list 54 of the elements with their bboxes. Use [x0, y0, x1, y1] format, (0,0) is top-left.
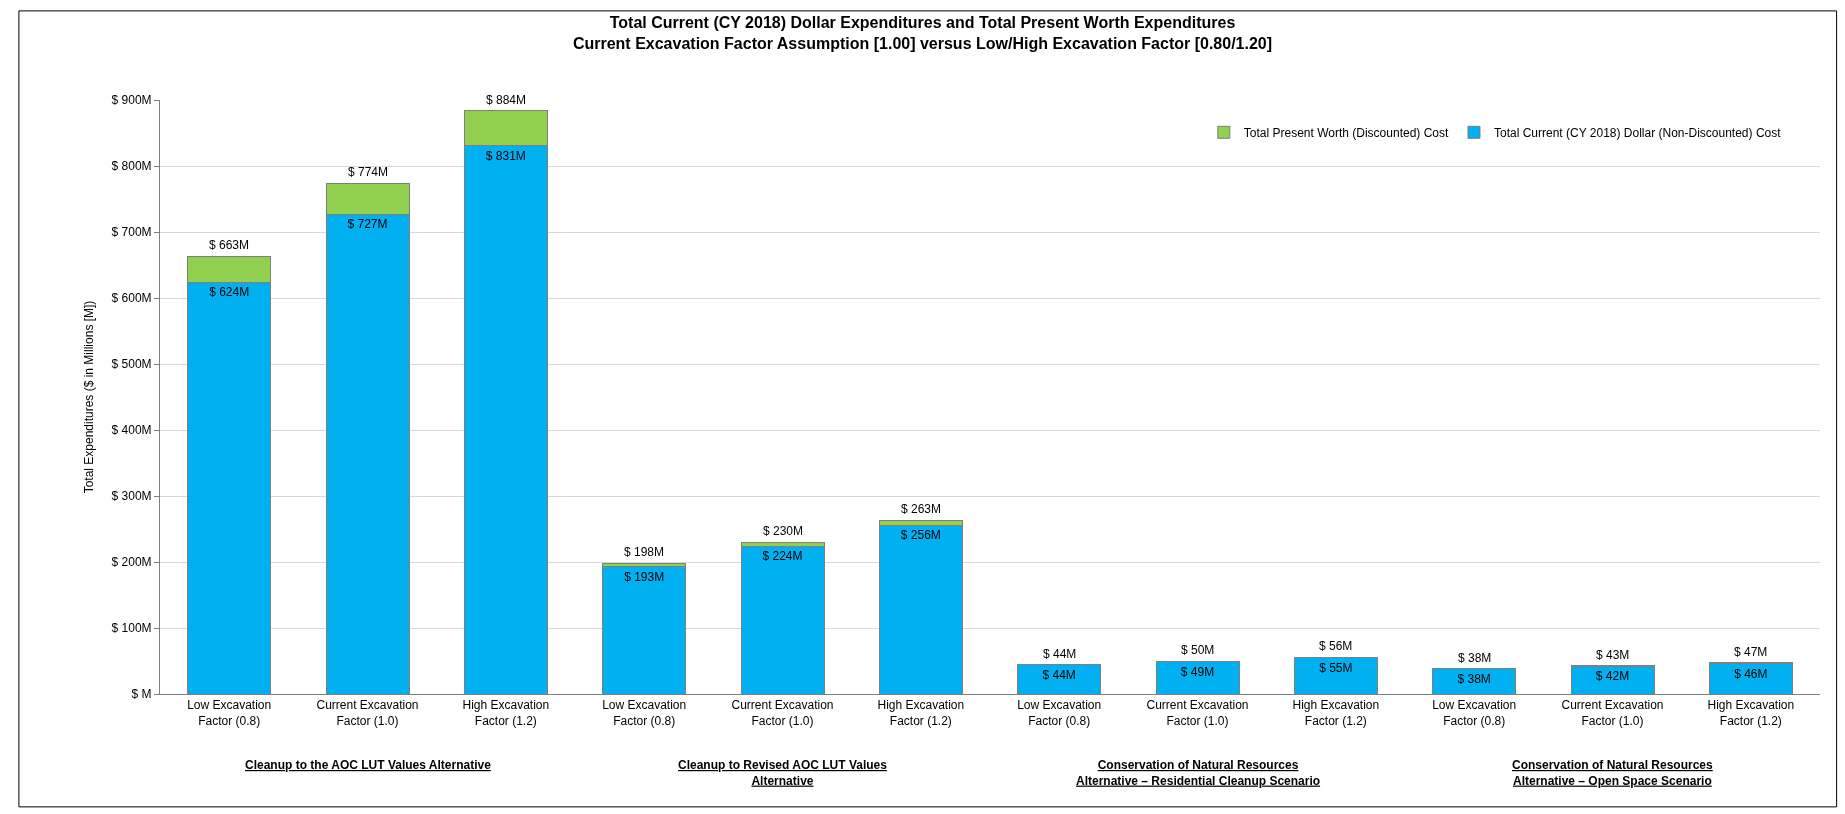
chart-title: Total Current (CY 2018) Dollar Expenditures and Total Present Worth Expenditures Current Excavation Factor Assumption [1.00] versus Low/High Excavation Factor [0.80/1.20]: [572, 14, 1273, 53]
data-label: $ 727M: [347, 217, 388, 232]
y-tick-label: $ 100M: [111, 621, 152, 636]
data-label: $ 38M: [1457, 671, 1491, 686]
data-label: $ 256M: [900, 528, 941, 543]
data-label: $ 44M: [1042, 667, 1076, 682]
y-tick-label: $ 300M: [111, 489, 152, 504]
total-label: $ 56M: [1319, 639, 1353, 653]
y-tick-label: $ 400M: [111, 423, 152, 438]
data-label: $ 224M: [762, 549, 803, 564]
text: Cleanup to Revised AOC LUT Values Alternative: [678, 758, 888, 788]
data-label: $ 42M: [1595, 669, 1630, 684]
x-tick-label: Current Excavation Factor (1.0): [1146, 698, 1249, 728]
total-label: $ 47M: [1734, 645, 1768, 659]
x-tick-label: Low Excavation Factor (0.8): [602, 698, 687, 728]
y-tick-label: $ 700M: [111, 225, 152, 240]
data-label: $ 46M: [1734, 666, 1768, 681]
data-label: $ 624M: [209, 285, 250, 300]
total-label: $ 44M: [1043, 647, 1077, 661]
y-tick-label: $ 800M: [111, 159, 152, 174]
total-label: $ 774M: [348, 165, 389, 179]
x-tick-label: High Excavation Factor (1.2): [462, 698, 550, 728]
x-tick-label: Current Excavation Factor (1.0): [1561, 698, 1664, 728]
total-label: $ 198M: [624, 545, 665, 559]
total-label: $ 663M: [209, 238, 250, 252]
x-tick-label: High Excavation Factor (1.2): [877, 698, 965, 728]
text: Cleanup to the AOC LUT Values Alternative: [245, 758, 492, 772]
legend-label: Total Present Worth (Discounted) Cost: [1243, 126, 1449, 140]
total-label: $ 38M: [1458, 651, 1492, 665]
y-tick-label: $ 600M: [111, 291, 152, 306]
total-label: $ 50M: [1181, 643, 1215, 657]
total-label: $ 884M: [486, 93, 527, 107]
text: Conservation of Natural Resources Alternative – Open Space Scenario: [1512, 758, 1714, 788]
y-axis-title: Total Expenditures ($ in Millions [M]): [81, 300, 96, 494]
total-label: $ 263M: [901, 502, 942, 516]
data-label: $ 55M: [1319, 660, 1353, 675]
y-tick-label: $ 200M: [111, 555, 152, 570]
y-tick-label: $ 900M: [111, 93, 152, 108]
y-tick-label: $ 500M: [111, 357, 152, 372]
text: Conservation of Natural Resources Alternative – Residential Cleanup Scenario: [1076, 758, 1321, 788]
x-tick-label: Current Excavation Factor (1.0): [731, 698, 834, 728]
total-label: $ 230M: [763, 524, 804, 538]
x-tick-label: High Excavation Factor (1.2): [1292, 698, 1380, 728]
data-label: $ 831M: [485, 148, 526, 163]
y-tick-label: $ M: [131, 687, 152, 702]
x-tick-label: Low Excavation Factor (0.8): [1432, 698, 1517, 728]
legend-label: Total Current (CY 2018) Dollar (Non-Discounted) Cost: [1493, 126, 1782, 140]
x-tick-label: High Excavation Factor (1.2): [1707, 698, 1795, 728]
total-label: $ 43M: [1596, 648, 1630, 662]
x-tick-label: Low Excavation Factor (0.8): [1017, 698, 1102, 728]
x-tick-label: Current Excavation Factor (1.0): [316, 698, 419, 728]
data-label: $ 49M: [1180, 664, 1215, 679]
x-tick-label: Low Excavation Factor (0.8): [187, 698, 272, 728]
data-label: $ 193M: [624, 569, 665, 584]
